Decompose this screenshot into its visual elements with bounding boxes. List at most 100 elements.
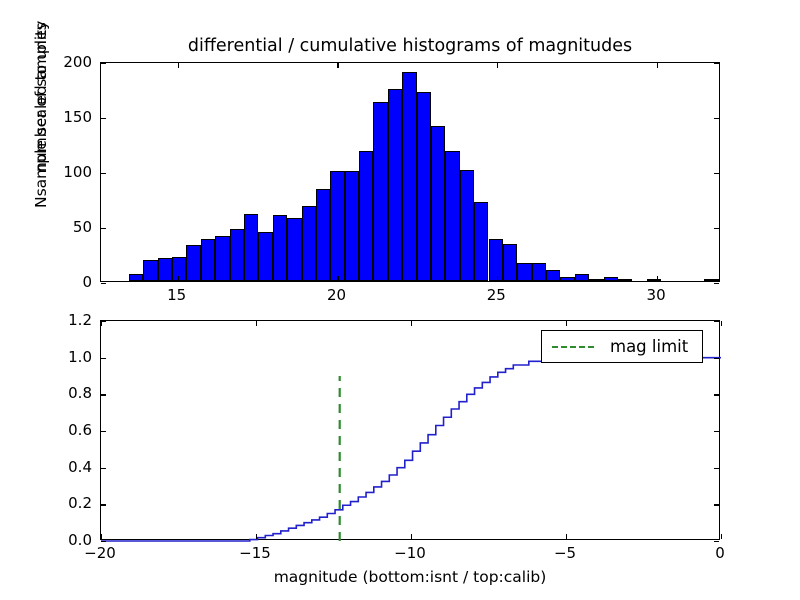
histogram-bar [574, 274, 590, 281]
y-tickmark [714, 321, 719, 323]
x-tickmark [657, 63, 659, 68]
histogram-bar [172, 256, 187, 281]
mag-limit-line-icon [552, 345, 594, 348]
cumulative-curve [101, 356, 721, 542]
x-tickmark [657, 276, 659, 281]
x-tickmark [497, 63, 499, 68]
x-tickmark [101, 321, 103, 326]
histogram-bar [387, 88, 403, 281]
cumulative-ytick-label: 0.0 [68, 531, 92, 549]
histogram-bar [301, 206, 316, 281]
histogram-bar [143, 260, 158, 281]
cumulative-ylabel: Nsample scaled to unity [32, 20, 50, 208]
cumulative-xtick-label: −20 [84, 544, 116, 562]
y-tickmark [101, 467, 106, 469]
histogram-xtick-label: 20 [326, 286, 347, 304]
y-tickmark [101, 118, 106, 120]
y-tickmark [714, 228, 719, 230]
cumulative-xtick-label: 0 [715, 544, 725, 562]
cumulative-xlabel: magnitude (bottom:isnt / top:calib) [273, 568, 547, 586]
cumulative-xtick-label: −10 [394, 544, 426, 562]
histogram-bar [229, 229, 244, 281]
histogram-bar [474, 201, 489, 281]
y-tickmark [714, 504, 719, 506]
histogram-bar [258, 231, 273, 281]
histogram-bar [200, 239, 216, 281]
y-tickmark [101, 394, 106, 396]
cumulative-ytick-label: 0.6 [68, 421, 92, 439]
histogram-bar [402, 72, 417, 281]
y-tickmark [101, 431, 106, 433]
y-tickmark [101, 228, 106, 230]
histogram-bar [186, 244, 201, 281]
histogram-xtick-label: 25 [486, 286, 506, 304]
x-tickmark [566, 534, 568, 539]
cumulative-ytick-label: 0.8 [68, 384, 92, 403]
histogram-axes [100, 62, 720, 285]
histogram-bar [531, 263, 547, 281]
y-tickmark [101, 321, 106, 323]
y-tickmark [101, 283, 106, 285]
histogram-bar [128, 274, 144, 281]
histogram-bar [502, 243, 518, 281]
histogram-ytick-label: 0 [82, 273, 92, 291]
histogram-ytick-label: 50 [72, 218, 92, 236]
cumulative-ytick-label: 1.0 [68, 347, 92, 366]
y-tickmark [714, 63, 719, 65]
histogram-bar [617, 279, 633, 281]
histogram-bar [546, 270, 561, 281]
y-tickmark [101, 541, 106, 543]
cumulative-xtick-label: −5 [553, 544, 577, 562]
y-tickmark [714, 173, 719, 175]
x-tickmark [256, 534, 258, 539]
histogram-bar [603, 276, 618, 281]
x-tickmark [177, 276, 179, 281]
x-tickmark [411, 534, 413, 539]
x-tickmark [721, 321, 723, 326]
histogram-bars [101, 63, 719, 281]
legend-label-mag-limit: mag limit [610, 337, 689, 356]
histogram-xtick-label: 30 [646, 286, 666, 304]
histogram-bar [344, 171, 360, 281]
x-tickmark [566, 321, 568, 326]
y-tickmark [101, 357, 106, 359]
histogram-ytick-label: 200 [63, 53, 92, 71]
y-tickmark [714, 394, 719, 396]
x-tickmark [101, 534, 103, 539]
cumulative-ytick-label: 0.4 [68, 457, 92, 476]
histogram-bar [445, 151, 460, 281]
legend[interactable]: mag limit [541, 330, 704, 363]
histogram-bar [272, 215, 288, 281]
y-tickmark [714, 467, 719, 469]
cumulative-step-path [101, 356, 721, 542]
y-tickmark [101, 173, 106, 175]
y-tickmark [714, 357, 719, 359]
histogram-bar [488, 239, 503, 281]
histogram-bar [704, 279, 719, 281]
histogram-bar [215, 235, 230, 281]
cumulative-ytick-label: 0.2 [68, 494, 92, 513]
histogram-bar [459, 169, 475, 281]
x-tickmark [337, 276, 339, 281]
x-tickmark [497, 276, 499, 281]
histogram-bar [315, 188, 331, 281]
y-tickmark [714, 283, 719, 285]
histogram-bar [430, 125, 446, 281]
cumulative-ytick-label: 1.2 [68, 311, 92, 329]
histogram-bar [157, 257, 173, 281]
histogram-bar [330, 171, 345, 281]
x-tickmark [721, 534, 723, 539]
histogram-bar [646, 279, 662, 281]
y-tickmark [714, 118, 719, 120]
y-tickmark [101, 63, 106, 65]
y-tickmark [101, 504, 106, 506]
histogram-bar [373, 101, 388, 281]
x-tickmark [177, 63, 179, 68]
cumulative-xtick-label: −15 [239, 544, 271, 562]
x-tickmark [337, 63, 339, 68]
y-tickmark [714, 541, 719, 543]
histogram-bar [287, 218, 302, 281]
histogram-bar [560, 276, 575, 281]
figure-title: differential / cumulative histograms of … [187, 36, 633, 56]
